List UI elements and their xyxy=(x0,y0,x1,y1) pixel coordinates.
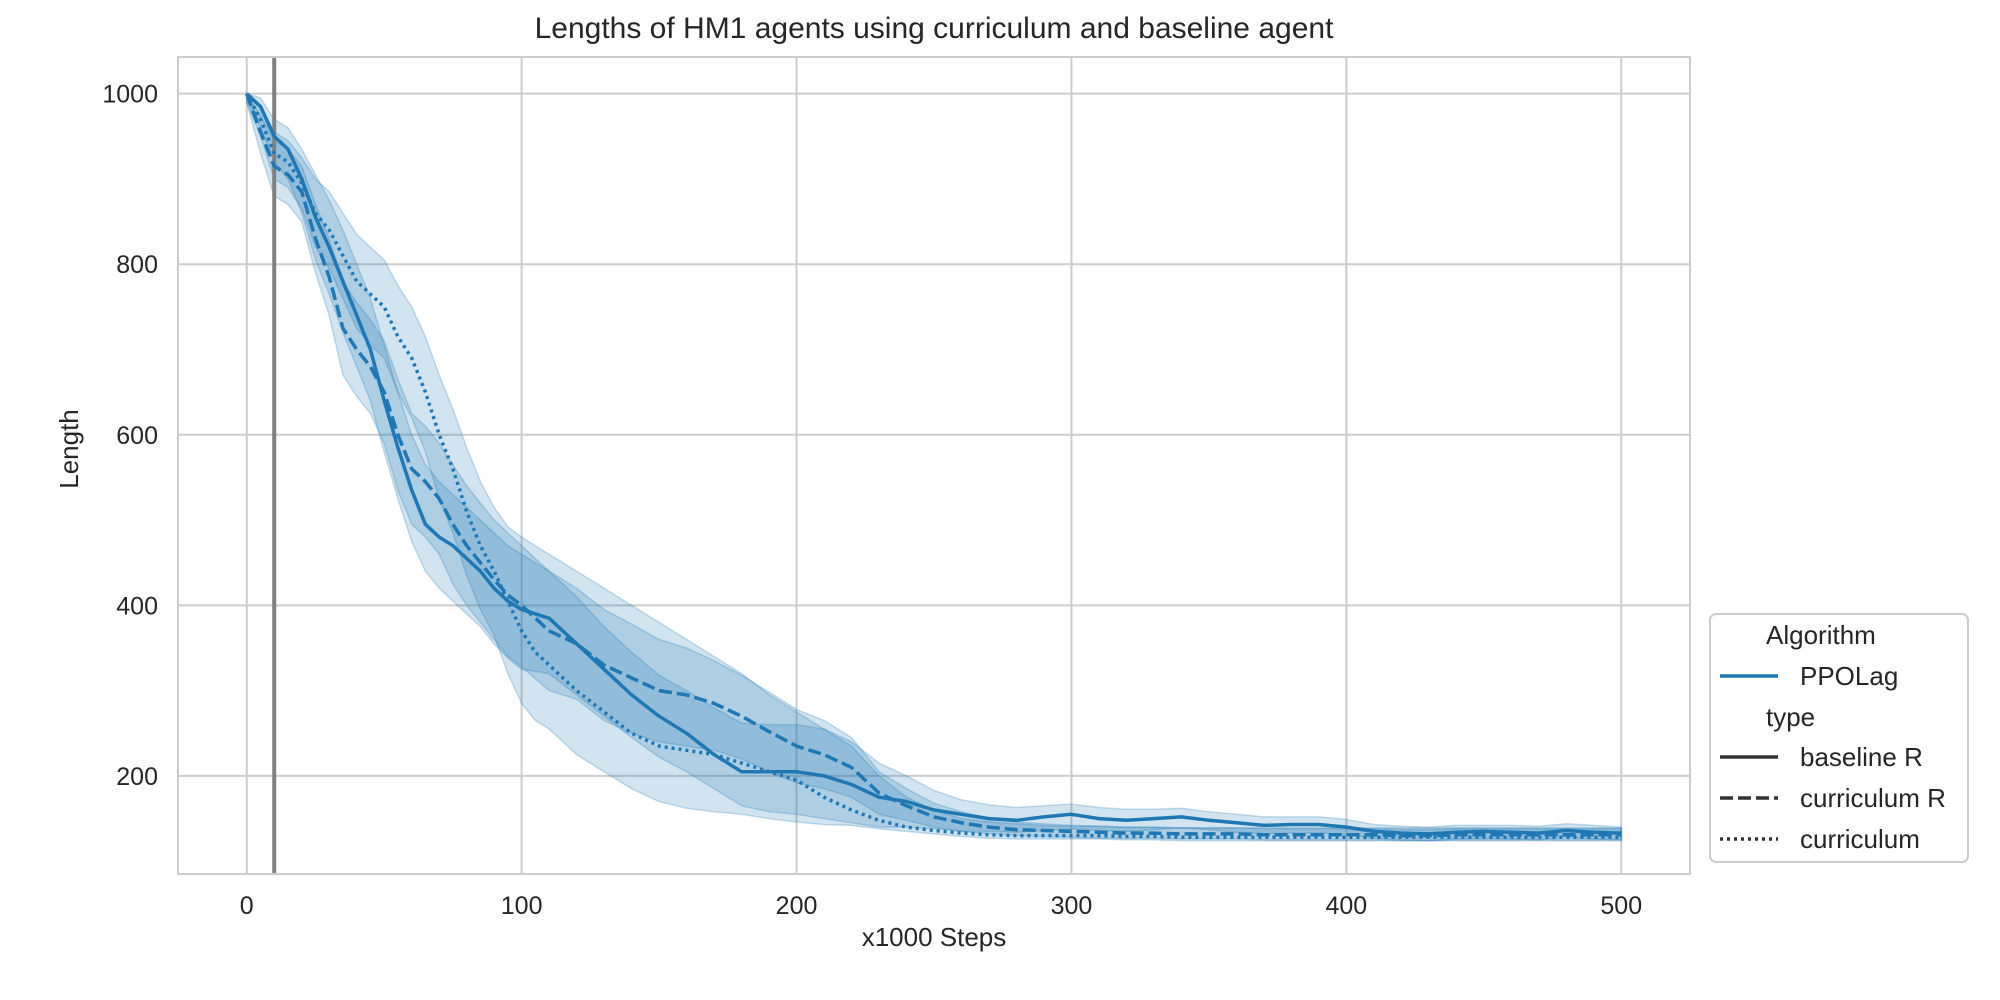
x-tick-label: 400 xyxy=(1326,892,1368,920)
y-tick-label: 200 xyxy=(116,763,158,791)
tick-labels: 0 100 200 300 400 500 200 400 600 800 1000 xyxy=(102,81,1642,920)
y-tick-label: 800 xyxy=(116,251,158,279)
x-axis-label: x1000 Steps xyxy=(862,922,1007,952)
legend: Algorithm PPOLag type baseline R curricu… xyxy=(1709,613,1969,863)
legend-label-curriculum: curriculum xyxy=(1800,824,1920,854)
plot-frame xyxy=(177,56,1691,875)
line-curriculum xyxy=(245,92,1622,840)
y-axis-label: Length xyxy=(54,409,84,489)
legend-label-baseline: baseline R xyxy=(1800,742,1923,772)
x-tick-label: 300 xyxy=(1051,892,1093,920)
y-tick-label: 600 xyxy=(116,422,158,450)
y-tick-label: 1000 xyxy=(102,81,158,109)
x-tick-label: 0 xyxy=(240,892,254,920)
line-curriculum-r xyxy=(245,93,1622,838)
x-tick-label: 500 xyxy=(1600,892,1642,920)
series-lines xyxy=(245,92,1622,840)
chart-title: Lengths of HM1 agents using curriculum a… xyxy=(535,12,1334,45)
legend-hue-title: Algorithm xyxy=(1766,620,1876,650)
line-baseline-r xyxy=(245,92,1622,836)
x-tick-label: 100 xyxy=(501,892,543,920)
x-tick-label: 200 xyxy=(776,892,818,920)
y-tick-label: 400 xyxy=(116,592,158,620)
legend-style-title: type xyxy=(1766,702,1815,732)
legend-label-curriculum-r: curriculum R xyxy=(1800,783,1946,813)
legend-label-ppolag: PPOLag xyxy=(1800,661,1898,691)
grid xyxy=(178,57,1690,874)
